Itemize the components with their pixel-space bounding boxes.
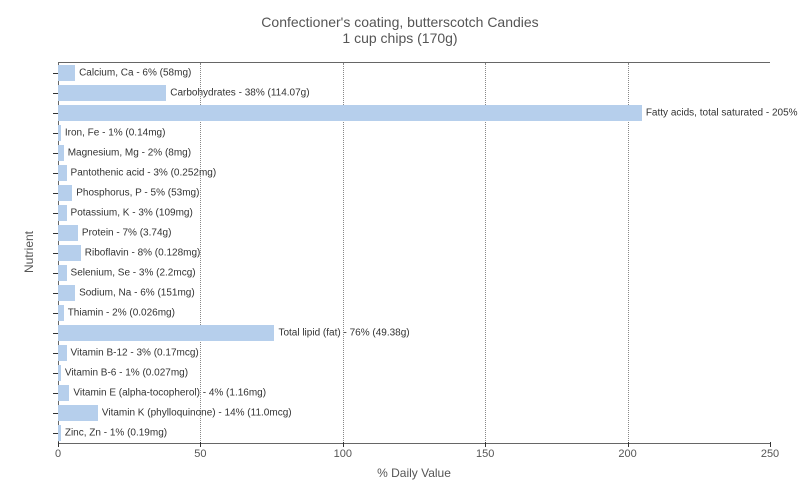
title-line2: 1 cup chips (170g) — [0, 30, 800, 46]
x-tick-label: 200 — [618, 448, 636, 460]
x-tick — [343, 442, 344, 447]
bar-label: Riboflavin - 8% (0.128mg) — [85, 248, 201, 259]
bar-row: Vitamin B-12 - 3% (0.17mcg) — [58, 343, 770, 363]
bar — [58, 225, 78, 241]
bar — [58, 365, 61, 381]
bar — [58, 405, 98, 421]
bar-row: Magnesium, Mg - 2% (8mg) — [58, 143, 770, 163]
bar-label: Sodium, Na - 6% (151mg) — [79, 288, 195, 299]
chart-container: Confectioner's coating, butterscotch Can… — [0, 0, 800, 500]
bar — [58, 205, 67, 221]
bar — [58, 165, 67, 181]
bar-label: Carbohydrates - 38% (114.07g) — [170, 88, 309, 99]
y-axis-label: Nutrient — [22, 231, 36, 273]
bar-label: Pantothenic acid - 3% (0.252mg) — [71, 168, 217, 179]
bar — [58, 105, 642, 121]
bar-row: Protein - 7% (3.74g) — [58, 223, 770, 243]
bar-label: Phosphorus, P - 5% (53mg) — [76, 188, 199, 199]
x-tick — [200, 442, 201, 447]
bar-row: Sodium, Na - 6% (151mg) — [58, 283, 770, 303]
bar — [58, 305, 64, 321]
bar — [58, 385, 69, 401]
bar-label: Fatty acids, total saturated - 205% (40.… — [646, 108, 800, 119]
title-line1: Confectioner's coating, butterscotch Can… — [0, 14, 800, 30]
bar-label: Vitamin B-12 - 3% (0.17mcg) — [71, 348, 199, 359]
bar-label: Magnesium, Mg - 2% (8mg) — [68, 148, 191, 159]
bar-label: Vitamin K (phylloquinone) - 14% (11.0mcg… — [102, 408, 292, 419]
bar-label: Vitamin B-6 - 1% (0.027mg) — [65, 368, 188, 379]
bar-row: Phosphorus, P - 5% (53mg) — [58, 183, 770, 203]
x-tick — [58, 442, 59, 447]
x-axis-label: % Daily Value — [58, 466, 770, 480]
bar-row: Vitamin B-6 - 1% (0.027mg) — [58, 363, 770, 383]
bar-row: Thiamin - 2% (0.026mg) — [58, 303, 770, 323]
bar — [58, 265, 67, 281]
bar — [58, 145, 64, 161]
bar-row: Total lipid (fat) - 76% (49.38g) — [58, 323, 770, 343]
bar-label: Protein - 7% (3.74g) — [82, 228, 172, 239]
chart-title: Confectioner's coating, butterscotch Can… — [0, 14, 800, 46]
bar-row: Zinc, Zn - 1% (0.19mg) — [58, 423, 770, 443]
x-tick — [628, 442, 629, 447]
bar-row: Riboflavin - 8% (0.128mg) — [58, 243, 770, 263]
x-tick-label: 150 — [476, 448, 494, 460]
bar — [58, 245, 81, 261]
bar-row: Pantothenic acid - 3% (0.252mg) — [58, 163, 770, 183]
bar-label: Potassium, K - 3% (109mg) — [71, 208, 193, 219]
bar-label: Total lipid (fat) - 76% (49.38g) — [278, 328, 409, 339]
x-tick-label: 50 — [194, 448, 206, 460]
bar-row: Carbohydrates - 38% (114.07g) — [58, 83, 770, 103]
bar — [58, 325, 274, 341]
bar-label: Vitamin E (alpha-tocopherol) - 4% (1.16m… — [73, 388, 266, 399]
bar-label: Zinc, Zn - 1% (0.19mg) — [65, 428, 167, 439]
bar-row: Calcium, Ca - 6% (58mg) — [58, 63, 770, 83]
bar-row: Iron, Fe - 1% (0.14mg) — [58, 123, 770, 143]
bar-label: Selenium, Se - 3% (2.2mcg) — [71, 268, 196, 279]
bar — [58, 425, 61, 441]
bar-row: Vitamin E (alpha-tocopherol) - 4% (1.16m… — [58, 383, 770, 403]
bar-label: Iron, Fe - 1% (0.14mg) — [65, 128, 166, 139]
x-tick-label: 250 — [761, 448, 779, 460]
plot-area: Calcium, Ca - 6% (58mg) Carbohydrates - 3… — [58, 62, 770, 444]
bar — [58, 125, 61, 141]
bar-label: Thiamin - 2% (0.026mg) — [68, 308, 175, 319]
bar — [58, 65, 75, 81]
x-tick — [485, 442, 486, 447]
x-tick-label: 0 — [55, 448, 61, 460]
bar-label: Calcium, Ca - 6% (58mg) — [79, 68, 191, 79]
bar — [58, 85, 166, 101]
bar-row: Vitamin K (phylloquinone) - 14% (11.0mcg… — [58, 403, 770, 423]
bar-row: Selenium, Se - 3% (2.2mcg) — [58, 263, 770, 283]
bar — [58, 185, 72, 201]
bar — [58, 345, 67, 361]
bar-row: Potassium, K - 3% (109mg) — [58, 203, 770, 223]
bar-row: Fatty acids, total saturated - 205% (40.… — [58, 103, 770, 123]
x-tick — [770, 442, 771, 447]
x-tick-label: 100 — [334, 448, 352, 460]
bar — [58, 285, 75, 301]
